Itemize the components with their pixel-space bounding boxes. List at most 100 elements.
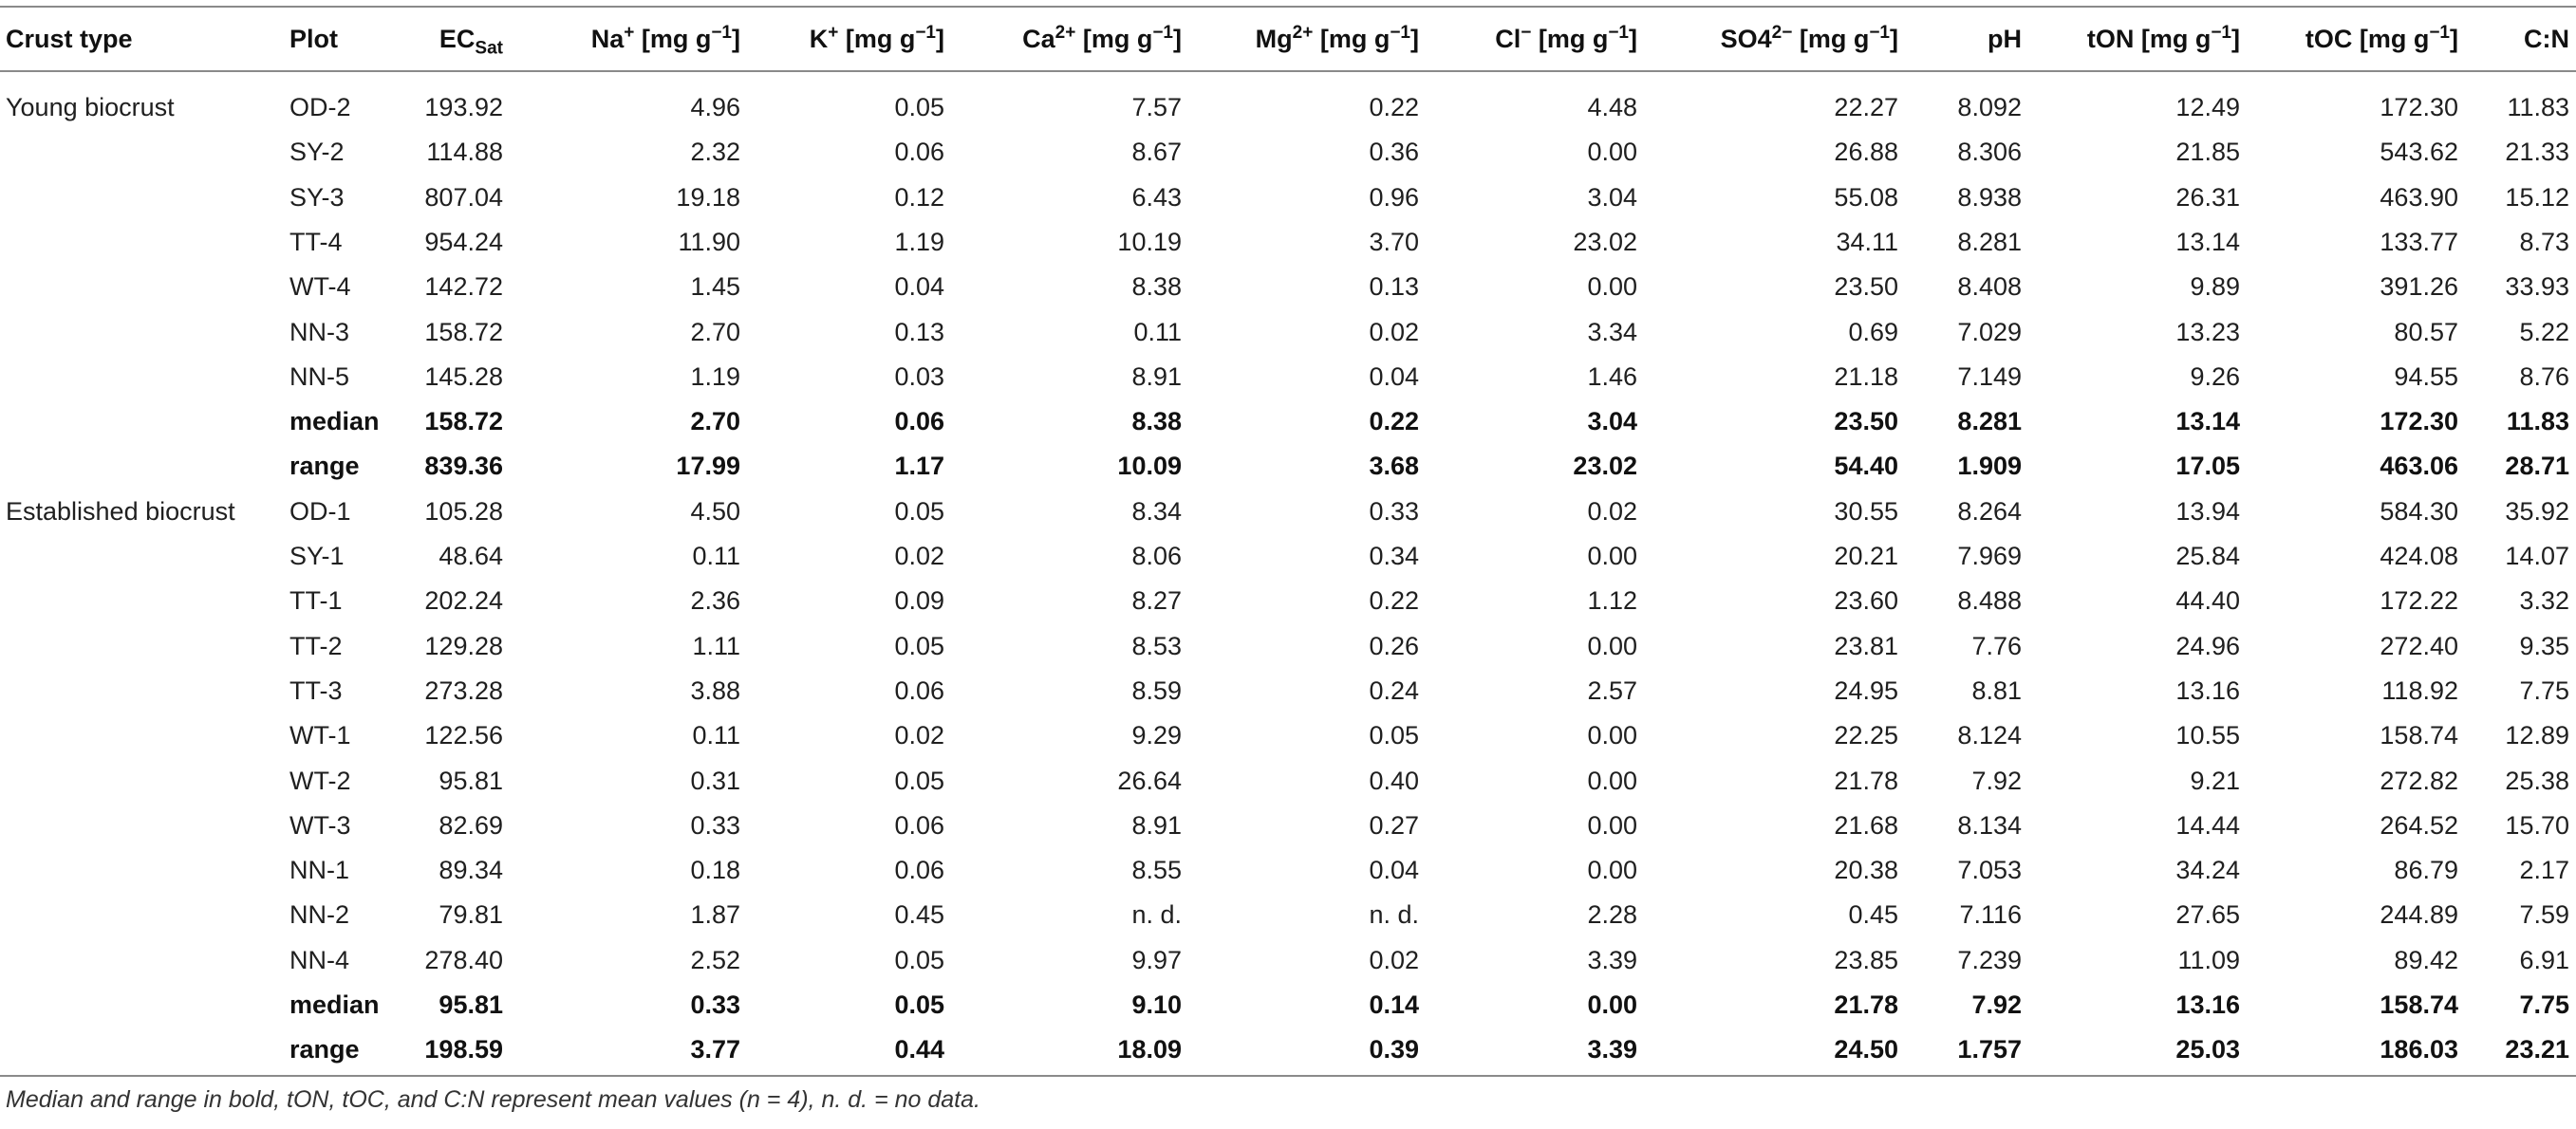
value-cell-so4: 20.38 [1834, 856, 1898, 885]
value-cell-ec: 145.28 [424, 361, 503, 391]
value-cell-toc: 186.03 [2380, 1035, 2458, 1064]
value-cell-na: 2.70 [690, 317, 740, 346]
plot-cell: WT-4 [289, 272, 351, 302]
table-row: SY-1 48.64 0.11 0.02 8.06 0.34 0.00 20.21 7.969 2… [0, 534, 2576, 579]
value-cell-ca: 8.06 [1131, 542, 1182, 570]
value-cell-k: 0.12 [894, 182, 944, 212]
column-header-ph: pH [1988, 25, 2022, 53]
value-cell-na: 3.77 [690, 1035, 740, 1064]
value-cell-ca: 8.59 [1131, 676, 1182, 705]
column-header-ca: Ca2+ [mg g−1] [1022, 23, 1182, 53]
value-cell-mg: 0.22 [1369, 586, 1419, 616]
table-row: WT-1 122.56 0.11 0.02 9.29 0.05 0.00 22.25 8.124… [0, 713, 2576, 758]
column-header-plot: Plot [289, 25, 338, 53]
value-cell-k: 0.05 [894, 93, 944, 121]
value-cell-cl: 0.00 [1587, 631, 1637, 660]
value-cell-ton: 44.40 [2175, 586, 2240, 616]
value-cell-so4: 34.11 [1836, 227, 1898, 256]
value-cell-toc: 172.30 [2380, 93, 2458, 121]
value-cell-so4: 55.08 [1834, 182, 1898, 212]
value-cell-ton: 21.85 [2175, 138, 2240, 167]
value-cell-cl: 2.57 [1587, 676, 1637, 705]
value-cell-ph: 7.053 [1957, 856, 2022, 885]
value-cell-ec: 198.59 [424, 1035, 503, 1064]
value-cell-na: 2.32 [690, 138, 740, 167]
value-cell-cl: 0.00 [1587, 856, 1637, 885]
value-cell-ec: 95.81 [439, 990, 503, 1019]
value-cell-k: 1.17 [894, 452, 944, 481]
value-cell-ph: 8.092 [1957, 93, 2022, 121]
column-header-mg: Mg2+ [mg g−1] [1255, 23, 1419, 53]
value-cell-ton: 13.14 [2175, 407, 2240, 436]
value-cell-so4: 22.27 [1834, 93, 1898, 121]
column-header-na: Na+ [mg g−1] [590, 23, 740, 53]
value-cell-k: 0.06 [894, 676, 944, 705]
column-header-ton: tON [mg g−1] [2086, 23, 2240, 53]
value-cell-cl: 4.48 [1587, 93, 1637, 121]
plot-cell: range [289, 1035, 360, 1064]
crust-type-cell: Young biocrust [6, 93, 175, 121]
value-cell-mg: 0.02 [1369, 317, 1419, 346]
plot-cell: median [289, 407, 380, 436]
table-row: WT-3 82.69 0.33 0.06 8.91 0.27 0.00 21.68 8.134 1… [0, 804, 2576, 848]
value-cell-k: 0.03 [894, 361, 944, 391]
value-cell-toc: 244.89 [2380, 900, 2458, 930]
value-cell-mg: 0.33 [1369, 496, 1419, 526]
crust-type-cell: Established biocrust [6, 496, 235, 526]
value-cell-k: 0.05 [894, 496, 944, 526]
value-cell-ton: 34.24 [2175, 856, 2240, 885]
value-cell-ec: 105.28 [424, 496, 503, 526]
plot-cell: SY-3 [289, 182, 345, 212]
value-cell-ec: 954.24 [424, 227, 503, 256]
value-cell-cl: 23.02 [1573, 452, 1637, 481]
value-cell-ca: 8.38 [1131, 407, 1182, 436]
summary-row: range 839.36 17.99 1.17 10.09 3.68 23.02 54.40 1… [0, 444, 2576, 489]
table-row: WT-4 142.72 1.45 0.04 8.38 0.13 0.00 23.50 8.408… [0, 265, 2576, 309]
value-cell-ton: 10.55 [2175, 721, 2240, 750]
value-cell-cl: 0.00 [1587, 138, 1637, 167]
value-cell-toc: 463.90 [2380, 182, 2458, 212]
value-cell-ca: 9.97 [1131, 945, 1182, 974]
value-cell-toc: 89.42 [2394, 945, 2458, 974]
plot-cell: NN-1 [289, 856, 350, 885]
value-cell-toc: 133.77 [2380, 227, 2458, 256]
value-cell-ca: 8.91 [1131, 361, 1182, 391]
value-cell-cl: 3.39 [1587, 945, 1637, 974]
value-cell-toc: 172.30 [2380, 407, 2458, 436]
value-cell-toc: 543.62 [2380, 138, 2458, 167]
value-cell-ec: 807.04 [424, 182, 503, 212]
value-cell-toc: 158.74 [2380, 721, 2458, 750]
value-cell-so4: 24.95 [1834, 676, 1898, 705]
column-header-k: K+ [mg g−1] [809, 23, 944, 53]
table-row: TT-2 129.28 1.11 0.05 8.53 0.26 0.00 23.81 7.76 2… [0, 624, 2576, 669]
value-cell-cl: 0.00 [1587, 766, 1637, 795]
value-cell-cl: 3.34 [1587, 317, 1637, 346]
value-cell-k: 0.02 [894, 721, 944, 750]
value-cell-cn: 15.12 [2505, 182, 2569, 212]
value-cell-toc: 272.82 [2380, 766, 2458, 795]
value-cell-ph: 7.92 [1971, 766, 2022, 795]
value-cell-ca: 8.91 [1131, 810, 1182, 840]
value-cell-toc: 80.57 [2394, 317, 2458, 346]
table-rule [0, 1074, 2576, 1077]
summary-row: range 198.59 3.77 0.44 18.09 0.39 3.39 24.50 1.7… [0, 1027, 2576, 1072]
value-cell-ph: 8.124 [1957, 721, 2022, 750]
value-cell-ton: 25.03 [2175, 1035, 2240, 1064]
value-cell-k: 0.05 [894, 945, 944, 974]
value-cell-cn: 14.07 [2505, 542, 2569, 570]
value-cell-so4: 26.88 [1834, 138, 1898, 167]
value-cell-so4: 23.81 [1834, 631, 1898, 660]
value-cell-ca: 8.55 [1131, 856, 1182, 885]
table-header-row: Crust type Plot ECSat Na+ [mg g−1] K+ [mg g−… [0, 17, 2576, 62]
value-cell-ec: 193.92 [424, 93, 503, 121]
value-cell-na: 0.33 [690, 990, 740, 1019]
table-row: NN-4 278.40 2.52 0.05 9.97 0.02 3.39 23.85 7.239… [0, 938, 2576, 983]
value-cell-na: 19.18 [676, 182, 740, 212]
value-cell-cn: 25.38 [2505, 766, 2569, 795]
value-cell-cn: 2.17 [2519, 856, 2569, 885]
value-cell-mg: 0.13 [1369, 272, 1419, 302]
value-cell-ca: 10.19 [1117, 227, 1182, 256]
value-cell-ec: 142.72 [424, 272, 503, 302]
value-cell-ton: 27.65 [2175, 900, 2240, 930]
plot-cell: median [289, 990, 380, 1019]
